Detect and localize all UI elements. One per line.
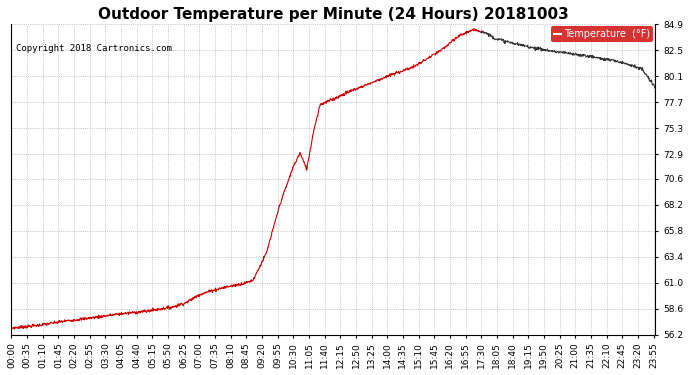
Legend: Temperature  (°F): Temperature (°F): [551, 27, 653, 42]
Text: Copyright 2018 Cartronics.com: Copyright 2018 Cartronics.com: [16, 44, 172, 53]
Title: Outdoor Temperature per Minute (24 Hours) 20181003: Outdoor Temperature per Minute (24 Hours…: [98, 7, 569, 22]
